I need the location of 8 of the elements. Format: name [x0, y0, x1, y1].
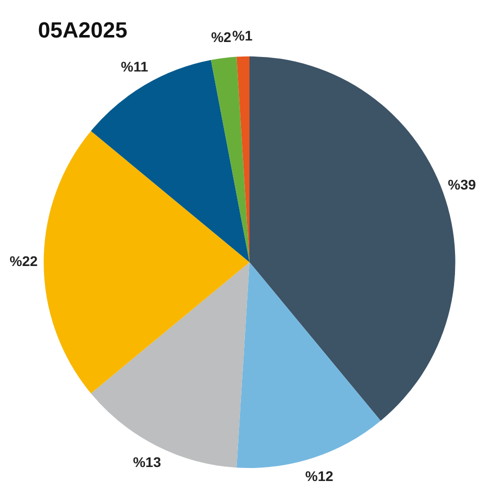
data-label: %2 [211, 29, 232, 46]
data-label: %1 [232, 27, 253, 44]
data-label: %11 [120, 58, 148, 75]
chart-title: 05A2025 [38, 17, 128, 42]
data-label: %13 [132, 454, 162, 470]
data-label: %12 [305, 468, 334, 484]
data-label: %22 [10, 253, 38, 270]
data-label: %39 [448, 176, 476, 193]
